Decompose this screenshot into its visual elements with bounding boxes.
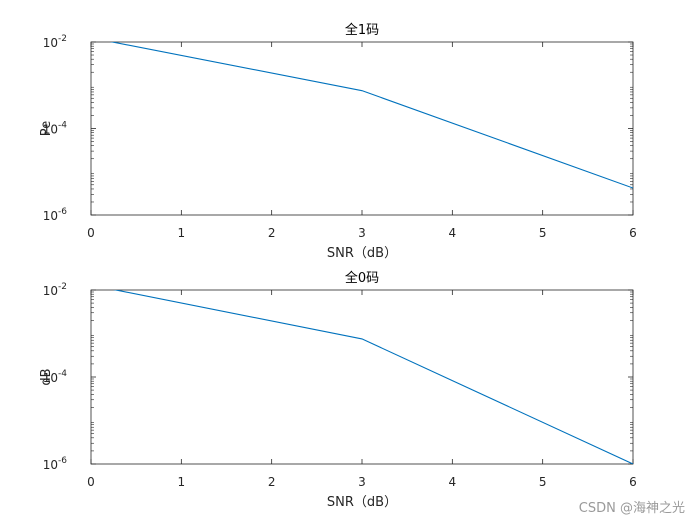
- chart-title: 全0码: [345, 270, 379, 286]
- y-axis-label: dB: [39, 368, 54, 385]
- watermark: CSDN @海神之光: [579, 501, 685, 516]
- y-tick-exponent: -2: [58, 34, 67, 44]
- y-tick-label: 10-6: [43, 456, 68, 472]
- x-tick-label: 6: [629, 226, 637, 240]
- series-line-1: [113, 290, 633, 464]
- series-line-1: [109, 42, 633, 189]
- y-axis-label: Pe: [39, 121, 54, 136]
- axes-box: [90, 289, 634, 465]
- y-tick-label: 10-4: [43, 121, 68, 137]
- y-tick-base: 10: [43, 284, 58, 298]
- x-tick-label: 1: [178, 475, 186, 489]
- x-tick-label: 3: [358, 475, 366, 489]
- axes-box: [90, 41, 634, 216]
- x-tick-label: 0: [87, 226, 95, 240]
- y-tick-exponent: -4: [58, 121, 67, 131]
- x-tick-label: 0: [87, 475, 95, 489]
- x-tick-label: 4: [449, 226, 457, 240]
- x-tick-label: 2: [268, 475, 276, 489]
- y-tick-label: 10-6: [43, 207, 68, 223]
- x-tick-label: 4: [449, 475, 457, 489]
- x-axis-label: SNR（dB）: [327, 495, 397, 510]
- y-tick-base: 10: [43, 36, 58, 50]
- y-tick-exponent: -4: [58, 369, 67, 379]
- x-tick-label: 3: [358, 226, 366, 240]
- x-tick-label: 1: [178, 226, 186, 240]
- y-tick-base: 10: [43, 123, 58, 137]
- y-tick-base: 10: [43, 458, 58, 472]
- x-axis-label: SNR（dB）: [327, 246, 397, 261]
- x-tick-label: 5: [539, 226, 547, 240]
- y-tick-exponent: -6: [58, 207, 67, 217]
- y-tick-base: 10: [43, 209, 58, 223]
- x-tick-label: 2: [268, 226, 276, 240]
- y-tick-label: 10-4: [43, 369, 68, 385]
- y-tick-label: 10-2: [43, 282, 67, 298]
- x-tick-label: 5: [539, 475, 547, 489]
- y-tick-base: 10: [43, 371, 58, 385]
- y-tick-label: 10-2: [43, 34, 67, 50]
- chart-title: 全1码: [345, 22, 379, 38]
- y-tick-exponent: -6: [58, 456, 67, 466]
- x-tick-label: 6: [629, 475, 637, 489]
- y-tick-exponent: -2: [58, 282, 67, 292]
